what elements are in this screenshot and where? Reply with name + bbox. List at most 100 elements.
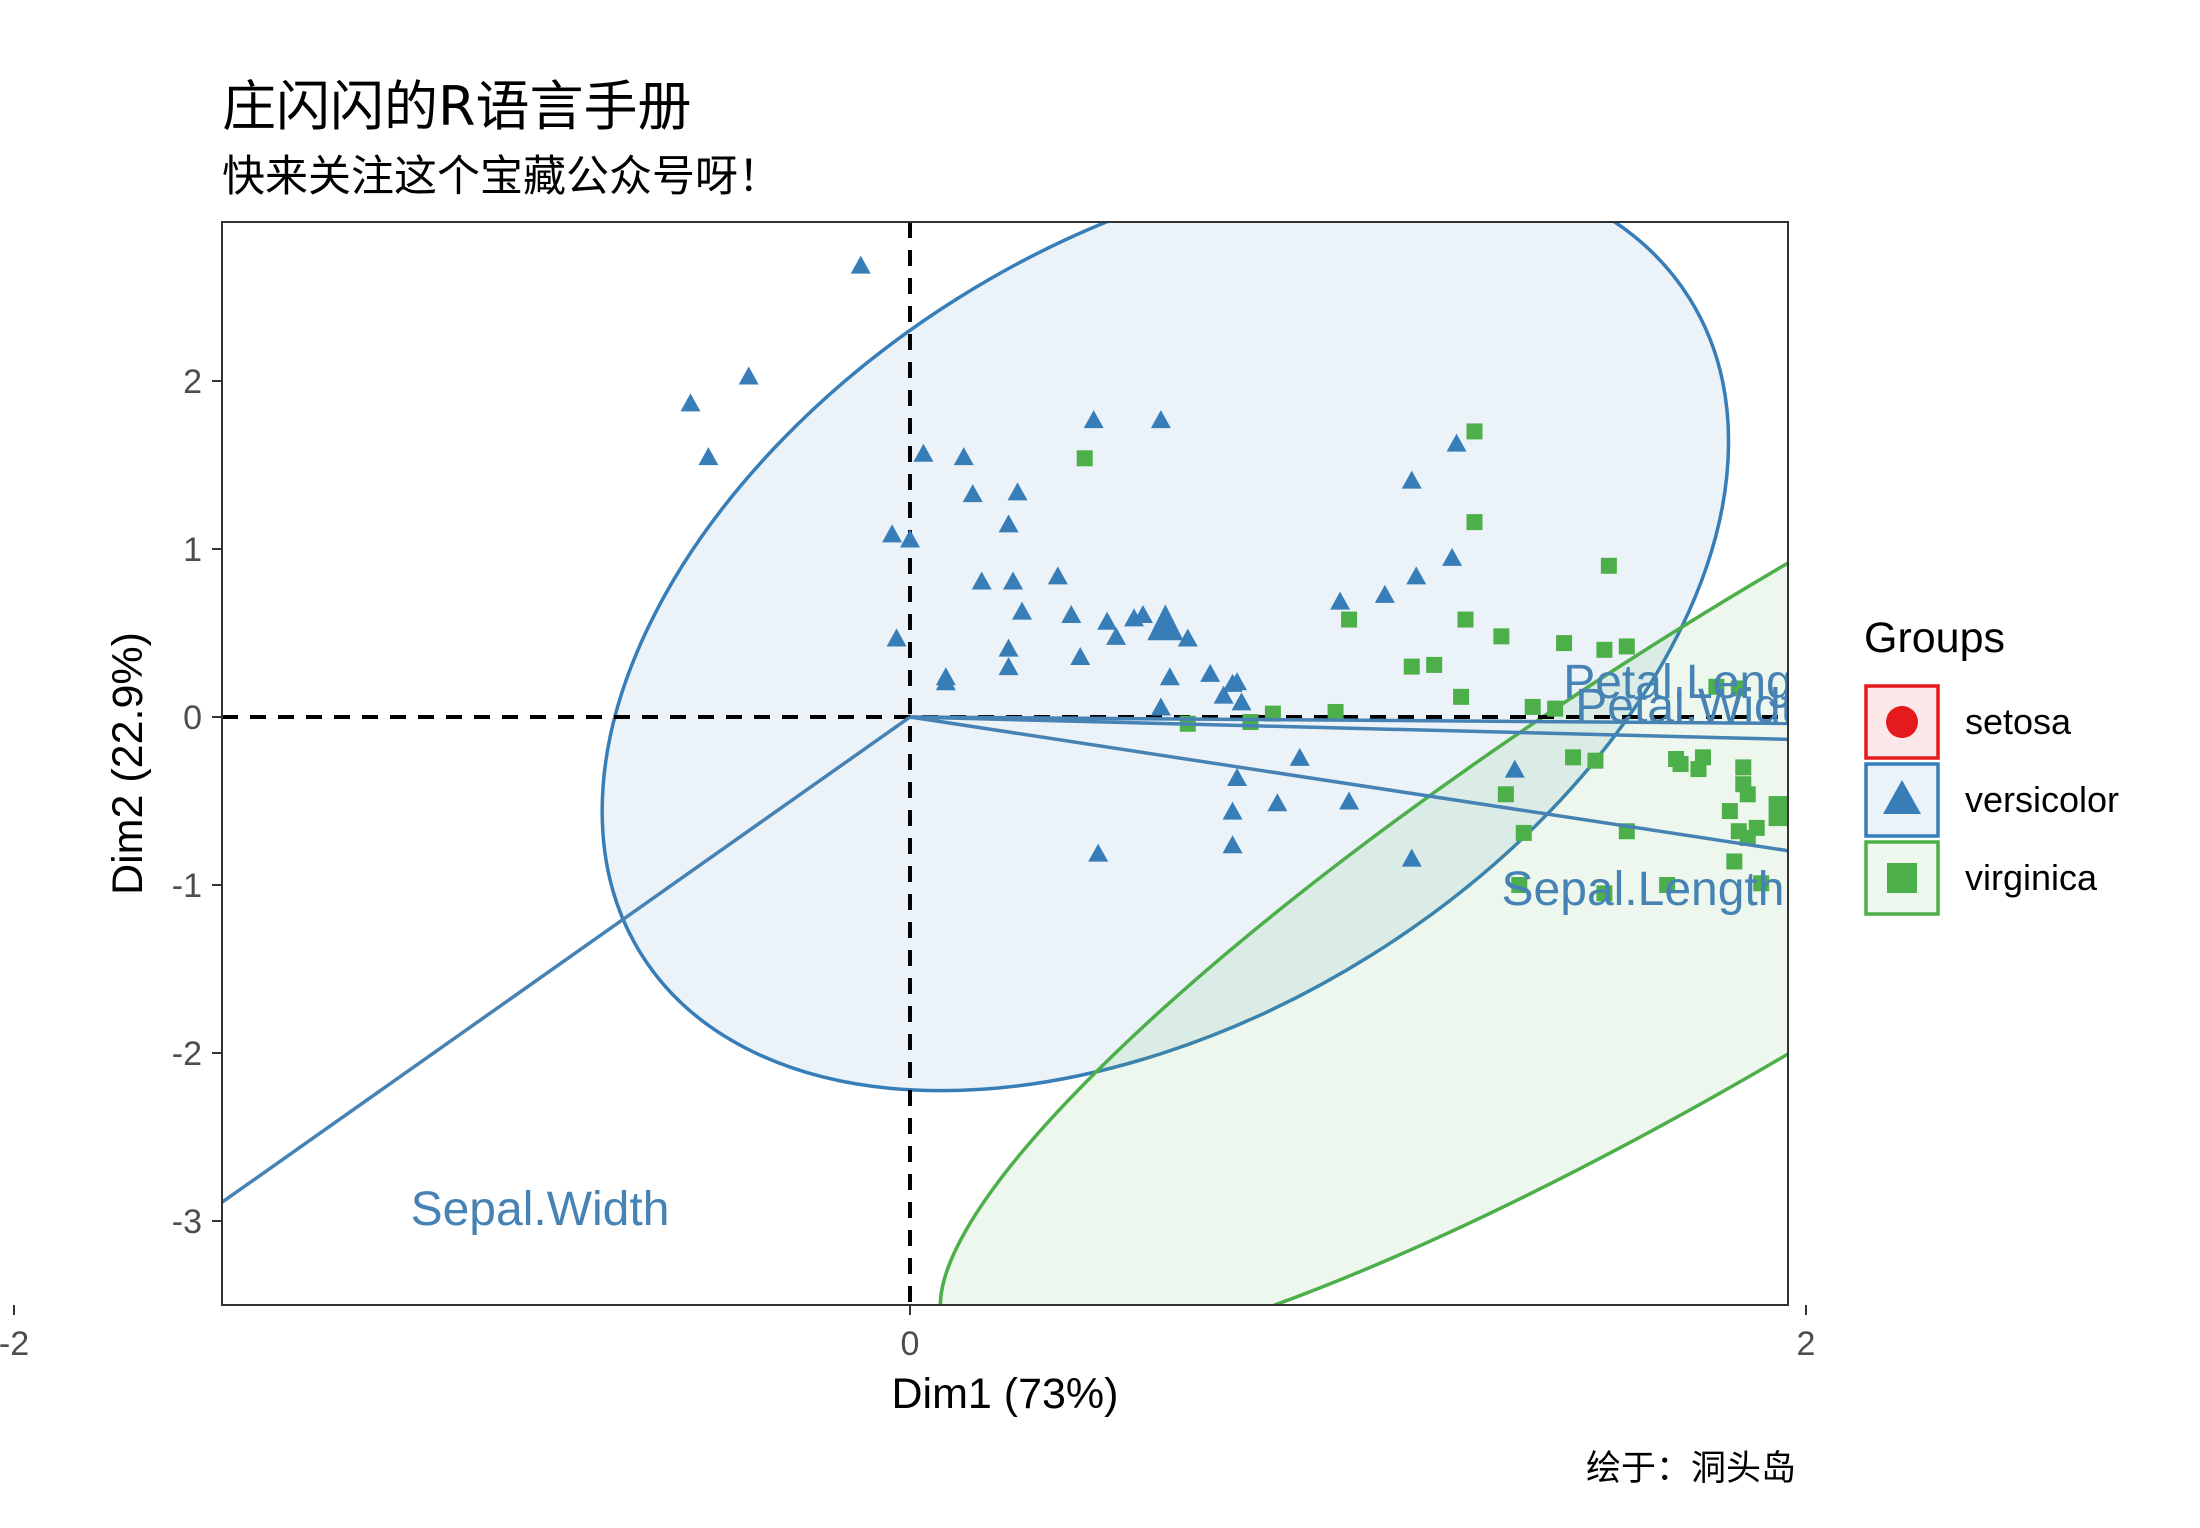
point-versicolor [1132,605,1153,624]
point-setosa [0,959,5,976]
point-virginica [1946,754,1962,770]
point-versicolor [953,447,974,466]
point-setosa [50,944,67,961]
point-versicolor [1200,663,1221,682]
point-virginica [1735,759,1752,776]
point-virginica [1834,775,1850,791]
point-versicolor [1070,647,1091,666]
x-tick-label: 0 [901,1325,920,1363]
point-versicolor [1446,433,1467,452]
centroid-virginica [1768,796,1788,827]
point-virginica [1672,756,1689,773]
point-versicolor [1330,591,1351,610]
point-virginica [1730,680,1747,697]
point-virginica [2125,842,2141,858]
legend-label-versicolor: versicolor [1965,779,2119,820]
point-versicolor [1007,482,1028,501]
point-virginica [1596,885,1613,902]
point-virginica [1497,786,1514,803]
point-versicolor [900,529,920,548]
point-versicolor [1088,843,1109,862]
point-versicolor [738,366,759,385]
point-versicolor [1267,793,1288,812]
point-versicolor [1289,747,1310,766]
y-axis-label: Dim2 (22.9%) [104,632,152,895]
point-virginica [1794,811,1810,827]
variable-arrow-Petal.Length [909,715,1788,742]
point-virginica [1453,688,1470,705]
point-setosa [0,819,5,836]
variable-arrow-Sepal.Length [909,715,1788,853]
legend-label-virginica: virginica [1965,857,2098,898]
point-versicolor [1097,611,1118,630]
point-virginica [2152,848,2168,864]
point-versicolor [971,571,992,590]
variable-arrow-Sepal.Width [222,715,912,1205]
point-virginica [1076,450,1093,467]
point-virginica [1739,829,1756,846]
point-virginica [1515,824,1532,841]
legend-marker-versicolor [1883,780,1921,814]
point-versicolor [962,484,983,503]
centroid-versicolor [1147,604,1184,641]
point-virginica [1403,658,1420,675]
point-virginica [1493,628,1510,645]
point-setosa [86,720,103,737]
panel-border [221,221,1789,1306]
variable-label-Petal.Width: Petal.Width [1575,680,1820,733]
point-versicolor [886,628,907,647]
point-versicolor [1231,692,1252,711]
point-virginica [1596,641,1613,658]
point-virginica [1928,1147,1944,1163]
point-versicolor [1339,791,1360,810]
variable-label-Sepal.Width: Sepal.Width [411,1183,670,1236]
point-versicolor [1061,605,1082,624]
point-versicolor [1401,470,1422,489]
point-versicolor [1159,667,1180,686]
point-setosa [73,779,90,796]
point-virginica [1242,714,1259,731]
point-versicolor [998,514,1019,533]
x-axis-label: Dim1 (73%) [892,1370,1119,1418]
point-versicolor [1401,848,1422,867]
point-setosa [0,630,5,647]
point-virginica [2143,780,2159,796]
y-tick-label: -3 [172,1203,202,1241]
point-versicolor [1213,685,1234,704]
point-virginica [1690,761,1707,778]
point-versicolor [1442,547,1463,566]
chart-subtitle: 快来关注这个宝藏公众号呀！ [222,152,781,202]
point-virginica [1511,877,1528,893]
point-versicolor [1047,566,1068,585]
point-versicolor [1150,410,1171,429]
x-tick-label: -2 [0,1325,29,1363]
point-virginica [1600,557,1617,574]
y-tick-label: -2 [172,1035,202,1073]
legend-marker-virginica [1887,863,1917,893]
point-versicolor [850,255,871,274]
point-virginica [1739,786,1756,803]
point-versicolor [913,443,934,462]
point-virginica [1726,853,1743,870]
point-virginica [1753,875,1770,892]
point-versicolor [1177,628,1198,647]
point-versicolor [1227,672,1248,691]
point-virginica [1457,611,1474,628]
point-versicolor [1222,801,1243,820]
point-virginica [1341,611,1358,628]
point-virginica [1327,703,1344,720]
point-versicolor [1374,584,1395,603]
point-virginica [1659,877,1676,893]
point-virginica [1524,698,1541,715]
point-virginica [1798,590,1814,606]
point-versicolor [1504,759,1525,778]
legend-title: Groups [1864,614,2005,662]
point-versicolor [1083,410,1104,429]
y-tick-label: 2 [183,363,202,401]
point-setosa [19,787,36,804]
point-virginica [1426,656,1443,673]
point-versicolor [698,447,719,466]
y-tick-label: -1 [172,867,202,905]
variable-label-Petal.Length: Petal.Length [1563,656,1833,709]
